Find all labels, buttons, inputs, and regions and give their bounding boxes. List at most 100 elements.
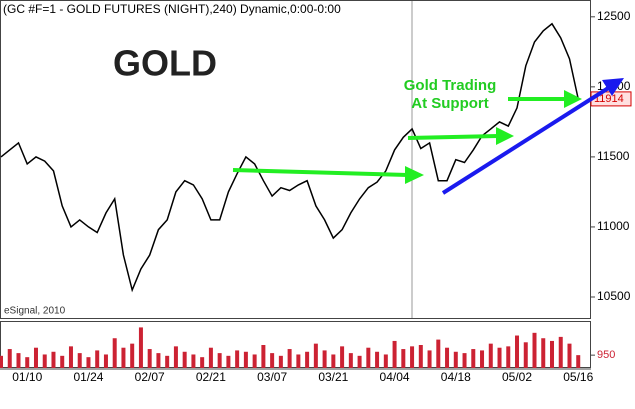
volume-bar (103, 354, 108, 368)
volume-tick-label: 950 (597, 349, 615, 361)
volume-bar (445, 347, 450, 368)
volume-bar (95, 350, 100, 368)
x-tick-label: 04/04 (380, 370, 410, 384)
volume-bar (287, 349, 292, 368)
volume-bar (305, 351, 310, 368)
volume-bar (383, 354, 388, 368)
volume-bar (576, 355, 581, 368)
volume-bar (270, 353, 275, 368)
volume-bar (0, 355, 3, 368)
x-tick-label: 03/07 (257, 370, 287, 384)
volume-bar (208, 347, 213, 368)
volume-bar (165, 355, 170, 368)
arrowhead (564, 90, 582, 108)
volume-bar (86, 357, 91, 368)
volume-bar (191, 354, 196, 368)
volume-bar (418, 345, 423, 368)
volume-bar (77, 353, 82, 368)
volume-bar (340, 346, 345, 368)
volume-bar (147, 349, 152, 368)
volume-bar (471, 349, 476, 368)
volume-bar (348, 353, 353, 368)
volume-bar (261, 345, 266, 368)
x-tick-label: 02/07 (135, 370, 165, 384)
volume-bar (33, 347, 38, 368)
volume-bar (392, 340, 397, 368)
y-tick-label: 12500 (597, 9, 631, 23)
volume-bar (488, 343, 493, 368)
arrow (232, 168, 409, 177)
volume-bar (401, 349, 406, 368)
volume-bar (112, 338, 117, 368)
x-tick-label: 01/24 (73, 370, 103, 384)
trend-line (441, 85, 612, 195)
arrowhead (405, 166, 424, 184)
volume-bar (130, 343, 135, 368)
volume-bar (217, 353, 222, 368)
y-tick-label: 11000 (597, 219, 630, 233)
arrowhead (496, 127, 514, 145)
arrow (407, 134, 499, 140)
volume-bar (549, 340, 554, 368)
volume-bar (523, 342, 528, 368)
volume-bar (7, 349, 12, 368)
volume-bar (357, 355, 362, 368)
source-label: eSignal, 2010 (4, 306, 66, 317)
y-tick-label: 11500 (597, 149, 630, 163)
volume-bar (16, 353, 21, 368)
chart-title: (GC #F=1 - GOLD FUTURES (NIGHT),240) Dyn… (3, 2, 341, 16)
volume-bar (427, 350, 432, 368)
volume-bar (453, 351, 458, 368)
volume-bar (436, 339, 441, 368)
volume-bar (60, 355, 65, 368)
volume-bar (567, 343, 572, 368)
volume-bar (235, 350, 240, 368)
last-price-label: 11914 (594, 93, 624, 105)
symbol-label: GOLD (113, 43, 217, 84)
volume-bar (51, 351, 56, 368)
volume-bar (497, 347, 502, 368)
volume-bar (278, 355, 283, 368)
x-tick-label: 05/02 (502, 370, 532, 384)
volume-bar (138, 327, 143, 368)
volume-bar (226, 355, 231, 368)
volume-bar (313, 343, 318, 368)
annotation: Gold Trading (404, 77, 497, 94)
volume-bar (322, 350, 327, 368)
volume-bar (68, 346, 73, 368)
arrows (232, 78, 624, 195)
volume-bar (331, 354, 336, 368)
volume-bar (156, 353, 161, 368)
arrowhead (602, 78, 624, 96)
volume-bar (480, 350, 485, 368)
volume-bar (243, 351, 248, 368)
x-tick-label: 02/21 (196, 370, 226, 384)
volume-bar (532, 332, 537, 368)
volume-bar (541, 338, 546, 368)
volume-bar (515, 335, 520, 368)
volume-bar (252, 354, 257, 368)
annotation: At Support (411, 95, 488, 112)
volume-bar (173, 346, 178, 368)
volume-bar (121, 347, 126, 368)
volume-bar (410, 346, 415, 368)
x-tick-label: 05/16 (563, 370, 593, 384)
volume-bar (296, 354, 301, 368)
x-tick-label: 04/18 (441, 370, 471, 384)
volume-bar (42, 354, 47, 368)
volume-bar (375, 351, 380, 368)
price-panel (0, 0, 591, 319)
y-tick-label: 10500 (597, 289, 631, 303)
volume-bar (558, 336, 563, 368)
volume-bar (200, 357, 205, 368)
volume-bar (25, 357, 30, 368)
volume-bar (366, 347, 371, 368)
marks: 105001100011500120001250001/1001/2402/07… (0, 9, 632, 384)
x-tick-label: 01/10 (12, 370, 42, 384)
volume-bar (462, 353, 467, 368)
volume-bar (182, 351, 187, 368)
x-tick-label: 03/21 (318, 370, 348, 384)
volume-bar (506, 346, 511, 368)
